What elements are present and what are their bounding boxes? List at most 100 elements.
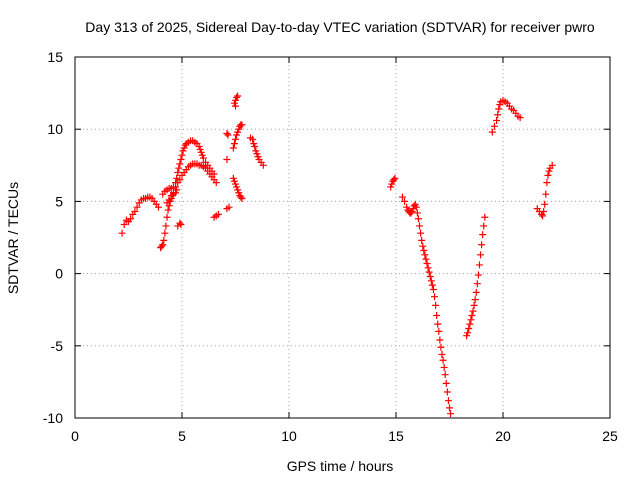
data-point — [158, 242, 166, 250]
data-point — [470, 301, 478, 309]
x-tick-label: 10 — [281, 428, 297, 444]
series-arc-4 — [163, 186, 181, 207]
data-point — [118, 229, 126, 237]
data-point — [439, 356, 447, 364]
data-point — [164, 206, 172, 214]
data-point — [127, 215, 135, 223]
data-point — [416, 222, 424, 230]
data-point — [444, 397, 452, 405]
data-point — [446, 404, 453, 412]
data-point — [539, 212, 547, 220]
data-point — [480, 222, 488, 230]
data-point — [438, 350, 446, 358]
data-point — [177, 156, 185, 164]
data-point — [468, 311, 476, 319]
series-arc-17 — [533, 161, 556, 220]
data-point — [443, 388, 451, 396]
data-point — [424, 264, 432, 272]
data-point — [481, 213, 489, 221]
series-arc-1 — [118, 193, 162, 237]
data-point — [214, 210, 222, 218]
data-point — [472, 288, 480, 296]
series-arc-8 — [223, 130, 232, 164]
y-tick-label: 10 — [47, 121, 63, 137]
data-point — [398, 193, 406, 201]
data-point — [516, 114, 524, 122]
data-point — [232, 135, 239, 143]
data-point — [471, 296, 479, 304]
data-point — [230, 140, 238, 148]
data-point — [423, 259, 431, 267]
data-point — [478, 241, 486, 249]
series-arc-6 — [210, 210, 222, 221]
data-point — [120, 221, 128, 229]
series-arc-16 — [488, 96, 524, 136]
data-point — [224, 131, 232, 139]
x-tick-label: 20 — [495, 428, 511, 444]
data-point — [543, 179, 551, 187]
chart-title: Day 313 of 2025, Sidereal Day-to-day VTE… — [85, 19, 595, 35]
data-point — [176, 176, 184, 184]
series-arc-12 — [246, 134, 267, 169]
data-point — [431, 293, 439, 301]
data-point — [418, 236, 426, 244]
y-tick-label: 5 — [55, 193, 63, 209]
data-point — [464, 329, 472, 337]
data-point — [162, 222, 170, 230]
data-point — [432, 301, 440, 309]
series-arc-11 — [230, 92, 242, 110]
data-point — [232, 102, 239, 110]
data-point — [469, 307, 477, 315]
data-point — [173, 186, 181, 194]
data-point — [436, 336, 444, 344]
data-point — [174, 169, 182, 177]
series-arc-13 — [387, 174, 399, 191]
data-point — [238, 195, 246, 203]
data-point — [437, 343, 445, 351]
series-arc-9 — [229, 174, 246, 203]
data-point — [544, 171, 552, 179]
data-point — [428, 281, 436, 289]
data-point — [542, 190, 550, 198]
data-point — [493, 117, 501, 125]
data-point — [390, 176, 398, 184]
y-tick-label: -5 — [51, 338, 64, 354]
data-point — [435, 327, 443, 335]
data-point — [429, 285, 437, 293]
data-point — [237, 193, 245, 201]
data-point — [251, 143, 259, 151]
x-tick-label: 5 — [178, 428, 186, 444]
data-point — [541, 200, 549, 208]
data-point — [163, 213, 171, 221]
x-tick-label: 25 — [602, 428, 618, 444]
data-point — [173, 174, 181, 182]
data-point — [494, 111, 502, 119]
data-point — [178, 151, 186, 159]
data-point — [161, 229, 169, 237]
data-point — [238, 121, 246, 129]
series-arc-14 — [398, 193, 455, 418]
grid-lines — [75, 57, 610, 418]
data-point — [419, 242, 427, 250]
data-point — [259, 161, 267, 169]
series-arc-15 — [463, 213, 489, 340]
tick-labels: 0 5 10 15 20 25 -10 -5 0 5 10 15 — [43, 49, 618, 444]
series-arc-5 — [174, 219, 185, 230]
data-point — [473, 280, 481, 288]
data-point — [540, 208, 548, 216]
data-point — [422, 255, 430, 263]
data-point — [131, 208, 139, 216]
data-point — [548, 161, 556, 169]
data-point — [172, 179, 180, 187]
data-point — [421, 251, 429, 259]
data-point — [391, 174, 399, 182]
data-point — [425, 268, 433, 276]
data-point — [434, 320, 442, 328]
data-point — [176, 160, 184, 168]
data-point — [440, 363, 448, 371]
x-tick-label: 15 — [388, 428, 404, 444]
data-point — [154, 203, 162, 211]
data-point — [479, 231, 487, 239]
data-point — [490, 122, 498, 130]
series-arc-7 — [223, 203, 233, 213]
